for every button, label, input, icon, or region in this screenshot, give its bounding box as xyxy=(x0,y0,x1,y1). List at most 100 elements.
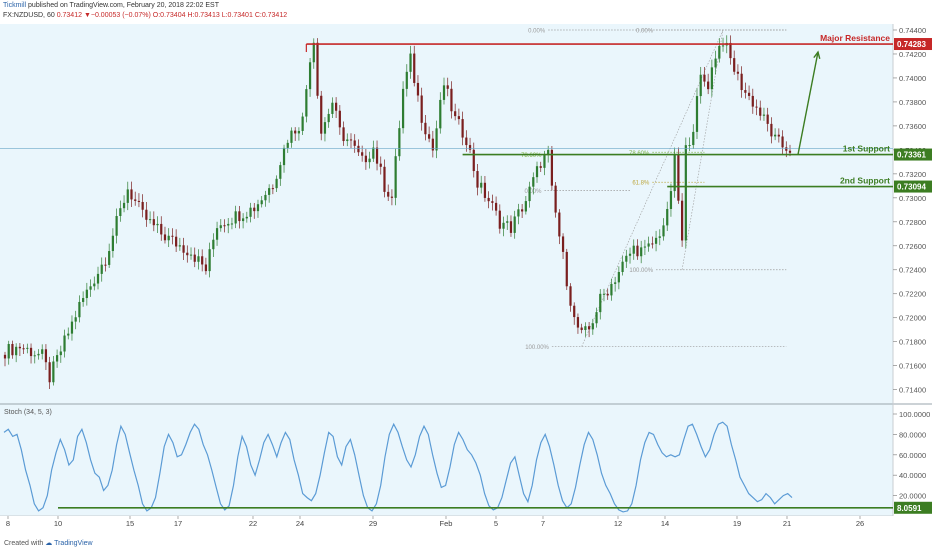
candle-body xyxy=(119,208,122,217)
candle-body xyxy=(591,323,594,330)
projection-arrow-line[interactable] xyxy=(797,51,819,155)
candle-body xyxy=(74,317,77,322)
candle-body xyxy=(509,221,513,233)
candle-body xyxy=(532,177,535,187)
candle-body xyxy=(573,305,576,318)
candle-body xyxy=(781,136,784,148)
candle-body xyxy=(335,102,338,111)
candle-body xyxy=(323,122,327,134)
candle-body xyxy=(96,273,100,284)
symbol-label: FX:NZDUSD, 60 xyxy=(3,12,55,19)
candle-body xyxy=(126,189,129,203)
candle-body xyxy=(15,346,18,356)
candle-body xyxy=(212,239,215,250)
candle-body xyxy=(632,245,635,254)
candle-body xyxy=(610,283,613,296)
candle-body xyxy=(301,116,304,131)
candle-body xyxy=(740,73,743,91)
ohlc-low: L:0.73401 xyxy=(221,12,253,19)
candle-body xyxy=(67,333,70,336)
candle-body xyxy=(93,283,96,287)
level-label: 2nd Support xyxy=(840,176,890,186)
price-tick-label: 0.74000 xyxy=(899,74,926,83)
candle-body xyxy=(636,245,639,257)
chart-header: Tickmill published on TradingView.com, F… xyxy=(0,0,932,22)
candle-body xyxy=(788,150,792,153)
candle-body xyxy=(175,236,178,247)
time-tick-label: 8 xyxy=(6,519,10,528)
level-label: Major Resistance xyxy=(820,33,890,43)
tradingview-brand[interactable]: TradingView xyxy=(54,540,93,547)
candle-body xyxy=(122,202,126,209)
level-price-text: 0.73094 xyxy=(897,183,926,192)
time-tick-label: 14 xyxy=(661,519,669,528)
candle-body xyxy=(602,293,606,295)
price-change: ▼−0.00053 (−0.07%) xyxy=(83,12,151,19)
candle-body xyxy=(442,85,446,100)
price-tick-label: 0.73800 xyxy=(899,98,926,107)
candle-body xyxy=(521,209,524,212)
candle-body xyxy=(662,225,665,237)
candle-body xyxy=(487,197,490,202)
candle-body xyxy=(424,122,427,135)
candle-body xyxy=(413,53,416,83)
candle-body xyxy=(63,335,66,352)
candle-body xyxy=(524,201,527,212)
stoch-support-text: 8.0591 xyxy=(897,504,922,513)
candle-body xyxy=(643,246,647,248)
candle-body xyxy=(401,88,405,129)
price-tick-label: 0.72400 xyxy=(899,266,926,275)
price-tick-label: 0.73600 xyxy=(899,122,926,131)
candle-body xyxy=(167,235,170,241)
candle-body xyxy=(770,123,773,137)
candle-body xyxy=(465,137,468,146)
candle-body xyxy=(580,327,583,331)
price-tick-label: 0.71400 xyxy=(899,386,926,395)
candle-body xyxy=(692,131,695,146)
candle-body xyxy=(59,351,62,356)
candle-body xyxy=(145,209,148,220)
candle-body xyxy=(178,245,181,247)
candle-body xyxy=(55,355,59,362)
candle-body xyxy=(141,201,144,210)
candle-body xyxy=(669,191,673,209)
candle-body xyxy=(747,92,751,96)
candle-body xyxy=(253,207,256,212)
candle-body xyxy=(152,219,155,226)
candle-body xyxy=(361,152,364,156)
candle-body xyxy=(468,145,472,150)
level-price-text: 0.74283 xyxy=(897,40,926,49)
candles[interactable] xyxy=(3,35,792,389)
stoch-line[interactable] xyxy=(3,421,793,513)
projection-arrowhead-icon xyxy=(813,50,821,59)
candle-body xyxy=(658,236,661,238)
candle-body xyxy=(268,188,271,195)
price-tick-label: 0.74400 xyxy=(899,26,926,35)
stoch-tick-label: 60.0000 xyxy=(899,451,926,460)
candle-body xyxy=(22,348,25,350)
candle-body xyxy=(699,74,702,97)
candle-body xyxy=(614,282,617,284)
candle-body xyxy=(197,256,200,262)
candle-body xyxy=(208,249,211,272)
candle-body xyxy=(666,208,669,226)
candle-body xyxy=(78,301,81,318)
candle-body xyxy=(219,225,222,229)
candle-body xyxy=(312,42,315,63)
candle-body xyxy=(249,207,252,217)
time-tick-label: 26 xyxy=(856,519,864,528)
price-tick-label: 0.71600 xyxy=(899,362,926,371)
candle-body xyxy=(137,200,141,202)
candle-body xyxy=(774,134,777,137)
author-link[interactable]: Tickmill xyxy=(3,2,27,9)
time-tick-label: 10 xyxy=(54,519,62,528)
fib-level-label: 0.00% xyxy=(636,28,654,34)
candle-body xyxy=(342,127,345,142)
stoch-panel[interactable] xyxy=(0,404,893,516)
time-tick-label: 12 xyxy=(614,519,622,528)
price-panel[interactable] xyxy=(0,24,893,404)
price-tick-label: 0.73000 xyxy=(899,194,926,203)
fib-trend-line[interactable] xyxy=(581,29,724,347)
candle-body xyxy=(156,223,159,226)
